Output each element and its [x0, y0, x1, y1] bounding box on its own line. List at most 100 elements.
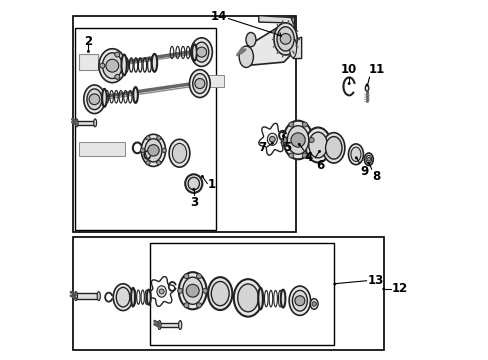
Circle shape — [280, 33, 290, 44]
Circle shape — [87, 50, 89, 53]
Ellipse shape — [188, 177, 199, 190]
Polygon shape — [244, 16, 294, 66]
Ellipse shape — [365, 156, 371, 163]
Ellipse shape — [146, 290, 150, 305]
Circle shape — [186, 284, 199, 297]
Ellipse shape — [151, 54, 157, 72]
Bar — [73, 237, 383, 350]
Ellipse shape — [364, 153, 372, 166]
Circle shape — [366, 157, 370, 161]
Ellipse shape — [121, 55, 126, 75]
Circle shape — [115, 74, 120, 79]
Ellipse shape — [192, 44, 196, 61]
Ellipse shape — [87, 89, 102, 110]
Ellipse shape — [308, 132, 326, 158]
Polygon shape — [77, 121, 95, 125]
Circle shape — [298, 143, 300, 145]
Ellipse shape — [133, 87, 138, 103]
Polygon shape — [292, 37, 301, 59]
Circle shape — [162, 148, 166, 153]
Bar — [80, 54, 98, 70]
Text: 7: 7 — [258, 141, 266, 154]
Ellipse shape — [309, 298, 317, 309]
Ellipse shape — [325, 136, 341, 159]
Ellipse shape — [113, 284, 133, 311]
Ellipse shape — [194, 42, 208, 62]
Text: 13: 13 — [367, 274, 383, 287]
Ellipse shape — [190, 38, 212, 66]
Circle shape — [282, 138, 286, 143]
Text: 3: 3 — [189, 196, 198, 209]
Circle shape — [196, 274, 201, 279]
Circle shape — [183, 274, 188, 279]
Polygon shape — [258, 16, 293, 37]
Circle shape — [271, 142, 273, 144]
Circle shape — [318, 150, 320, 153]
Circle shape — [201, 175, 203, 177]
Ellipse shape — [276, 27, 294, 51]
Circle shape — [106, 59, 119, 72]
Ellipse shape — [183, 277, 203, 304]
Ellipse shape — [245, 32, 255, 47]
Ellipse shape — [211, 282, 229, 306]
Ellipse shape — [94, 119, 97, 127]
Circle shape — [311, 302, 316, 306]
Text: 10: 10 — [340, 63, 357, 76]
Circle shape — [308, 138, 313, 143]
Ellipse shape — [169, 139, 189, 167]
Circle shape — [269, 136, 275, 142]
Bar — [73, 16, 296, 232]
Ellipse shape — [267, 133, 277, 145]
Circle shape — [302, 153, 307, 158]
Text: 6: 6 — [315, 159, 324, 172]
Circle shape — [159, 289, 164, 294]
Circle shape — [302, 122, 307, 127]
Circle shape — [294, 296, 304, 306]
Bar — [80, 142, 125, 157]
Ellipse shape — [144, 139, 162, 162]
Ellipse shape — [233, 279, 262, 317]
Circle shape — [89, 94, 100, 105]
Ellipse shape — [99, 49, 125, 83]
Circle shape — [156, 161, 161, 165]
Circle shape — [145, 136, 150, 140]
Text: 2: 2 — [84, 35, 92, 48]
Ellipse shape — [102, 53, 122, 78]
Circle shape — [140, 148, 144, 153]
Ellipse shape — [172, 143, 186, 163]
Circle shape — [288, 153, 293, 158]
Ellipse shape — [237, 284, 258, 312]
Ellipse shape — [116, 287, 130, 307]
Ellipse shape — [131, 288, 135, 306]
Circle shape — [354, 157, 357, 159]
Circle shape — [288, 122, 293, 127]
Ellipse shape — [207, 277, 232, 310]
Text: 14: 14 — [210, 10, 227, 23]
Text: 12: 12 — [391, 283, 407, 296]
Ellipse shape — [97, 292, 100, 301]
Text: 1: 1 — [207, 178, 216, 191]
Circle shape — [347, 82, 349, 85]
Ellipse shape — [283, 121, 312, 159]
Text: 8: 8 — [372, 170, 380, 183]
Circle shape — [177, 288, 183, 293]
Bar — [75, 28, 216, 230]
Ellipse shape — [365, 85, 368, 91]
Ellipse shape — [288, 286, 310, 315]
Ellipse shape — [322, 133, 344, 163]
Polygon shape — [159, 323, 180, 327]
Circle shape — [282, 135, 284, 137]
Ellipse shape — [157, 286, 166, 297]
Circle shape — [156, 136, 161, 140]
Ellipse shape — [83, 85, 105, 113]
Ellipse shape — [141, 134, 165, 166]
Circle shape — [382, 288, 384, 290]
Circle shape — [100, 63, 104, 68]
Bar — [149, 243, 333, 345]
Polygon shape — [76, 293, 99, 298]
Ellipse shape — [348, 144, 363, 165]
Ellipse shape — [102, 89, 106, 107]
Ellipse shape — [287, 126, 308, 154]
Ellipse shape — [350, 147, 360, 161]
Ellipse shape — [192, 73, 206, 94]
